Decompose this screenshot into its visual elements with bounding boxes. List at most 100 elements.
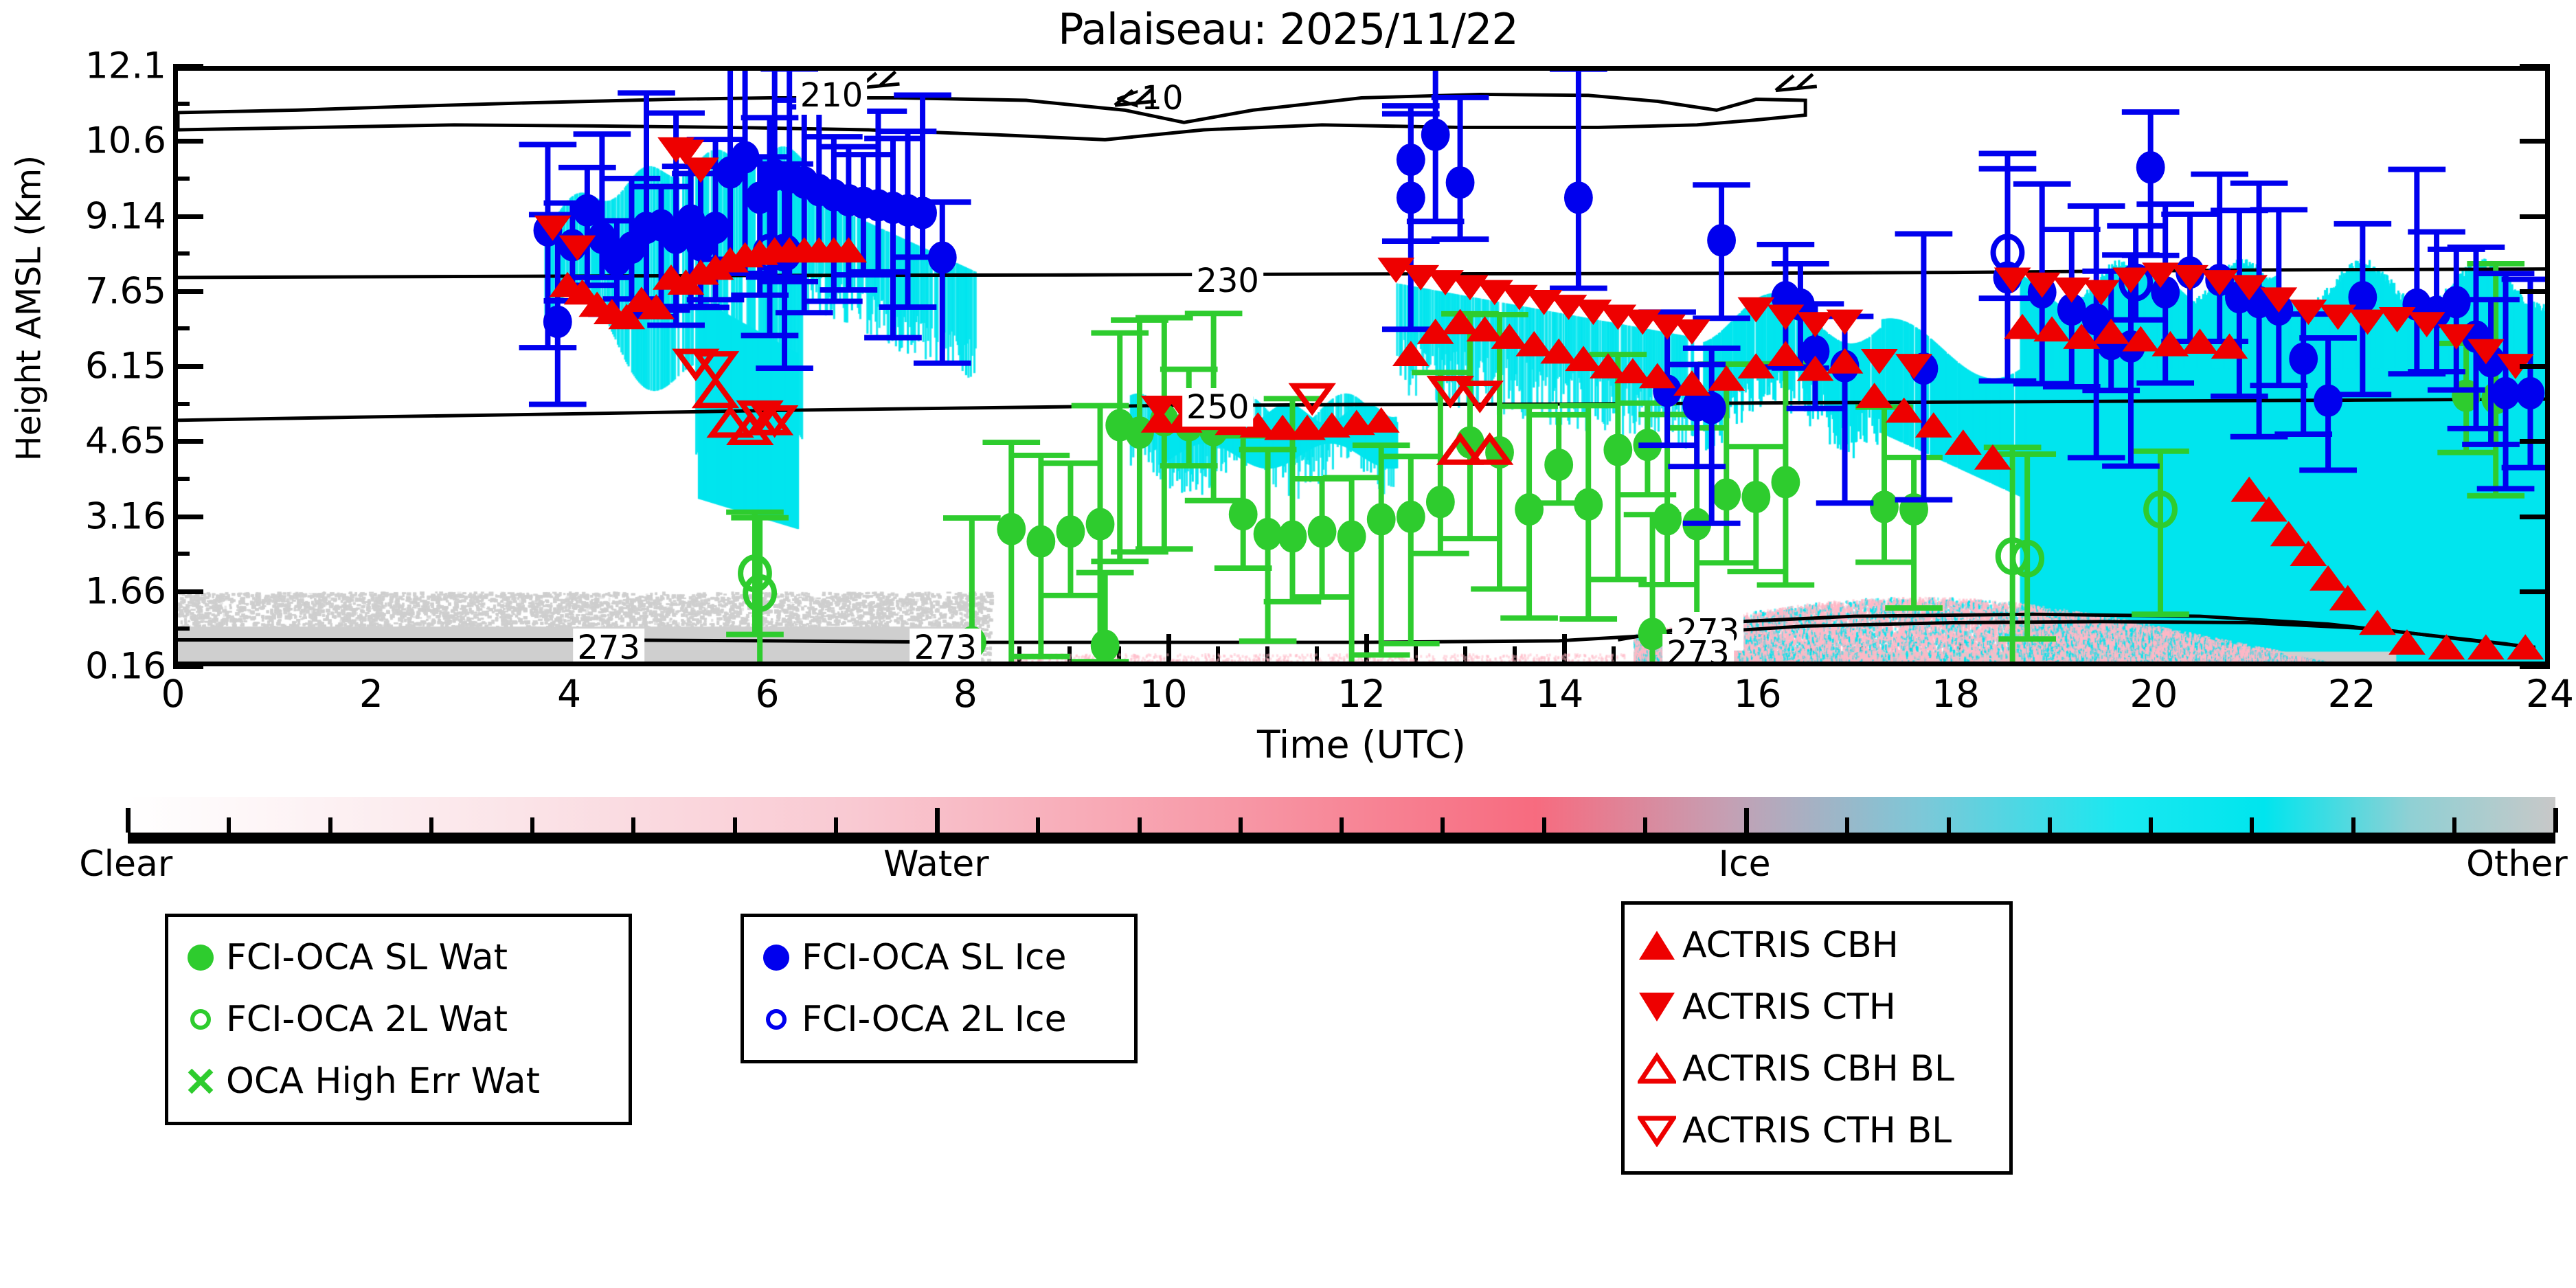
error-bar <box>1998 451 2057 642</box>
x-axis-tick-label: 20 <box>2129 672 2178 716</box>
data-point <box>2388 629 2426 655</box>
legend-item[interactable]: ACTRIS CBH BL <box>1636 1038 1994 1100</box>
data-point <box>2211 333 2248 359</box>
y-axis-tick <box>173 64 203 69</box>
data-point <box>1708 365 1745 391</box>
data-point <box>1826 348 1864 374</box>
data-point <box>2467 634 2505 660</box>
x-axis-tick-label: 8 <box>953 672 978 716</box>
legend-item[interactable]: OCA High Err Wat <box>179 1050 613 1112</box>
legend-item-label: ACTRIS CBH <box>1682 925 1899 966</box>
y-axis-tick <box>173 289 203 294</box>
data-point <box>1416 318 1454 344</box>
error-bar <box>731 154 789 298</box>
data-point <box>2119 263 2154 302</box>
data-point <box>2507 634 2544 660</box>
data-point <box>1515 493 1544 526</box>
legend-item[interactable]: FCI-OCA SL Wat <box>179 927 613 988</box>
filled-circle-icon <box>763 945 789 971</box>
legend-item-label: ACTRIS CTH BL <box>1682 1110 1952 1151</box>
data-point <box>2428 634 2465 660</box>
colorbar-tick <box>2250 817 2255 833</box>
series-actris-cbh <box>549 237 2544 660</box>
y-axis-minor-tick <box>173 476 190 481</box>
data-point <box>543 305 572 339</box>
error-bar <box>2132 448 2189 618</box>
colorbar-tick <box>732 817 737 833</box>
data-point <box>2319 304 2357 330</box>
data-point <box>706 405 754 438</box>
y-axis-tick <box>173 664 203 669</box>
y-axis-minor-tick <box>173 552 190 556</box>
y-axis-tick <box>173 139 203 144</box>
colorbar-tick <box>328 817 332 833</box>
colorbar-tick <box>1845 817 1850 833</box>
data-point <box>1396 181 1425 214</box>
data-point <box>1563 181 1593 214</box>
data-point <box>2122 326 2160 352</box>
legend-item[interactable]: FCI-OCA 2L Ice <box>755 988 1119 1050</box>
data-point <box>1653 503 1682 536</box>
legend-item[interactable]: ACTRIS CTH BL <box>1636 1100 1994 1162</box>
data-point <box>2408 312 2445 337</box>
colorbar-label: Other <box>2466 844 2568 885</box>
y-axis-tick-right <box>2520 664 2550 669</box>
data-point <box>2033 316 2070 342</box>
error-bar <box>731 515 789 662</box>
data-point <box>587 221 617 254</box>
data-point <box>1870 490 1899 523</box>
x-axis-tick-label: 10 <box>1139 672 1188 716</box>
colorbar <box>126 797 2558 844</box>
data-point <box>1056 515 1085 548</box>
wind-barb-icon <box>1114 87 1157 107</box>
data-point <box>1392 341 1430 366</box>
data-point <box>2270 521 2307 547</box>
data-point <box>1396 500 1425 533</box>
error-bar <box>1406 71 1465 225</box>
data-point <box>1707 224 1736 257</box>
data-point <box>2063 324 2101 349</box>
data-point <box>1515 330 1553 357</box>
data-point <box>2082 280 2120 306</box>
data-point <box>2171 264 2208 291</box>
error-bar <box>1381 453 1440 646</box>
data-point <box>1253 517 1283 550</box>
triangle-up-marker <box>1636 924 1678 967</box>
error-bar <box>1352 442 1410 658</box>
error-bar <box>943 515 1001 662</box>
data-point <box>2023 272 2061 298</box>
data-point <box>1337 520 1366 553</box>
colorbar-tick <box>1036 817 1041 833</box>
x-axis-tick-label: 6 <box>755 672 780 716</box>
series-actris-cth-bl <box>672 348 1504 438</box>
data-point <box>1603 433 1633 466</box>
data-point <box>1436 432 1484 465</box>
data-point <box>2081 303 2111 336</box>
legend-item[interactable]: FCI-OCA 2L Wat <box>179 988 613 1050</box>
data-point <box>1614 358 1651 384</box>
legend-item[interactable]: FCI-OCA SL Ice <box>755 927 1119 988</box>
legend-water: FCI-OCA SL Wat FCI-OCA 2L Wat OCA High Err… <box>165 914 632 1125</box>
colorbar-tick <box>126 808 131 833</box>
data-point <box>1737 353 1775 379</box>
data-point <box>1026 525 1056 558</box>
isotherm-label: 273 <box>573 629 644 662</box>
chart-title: Palaiseau: 2025/11/22 <box>1058 4 1519 54</box>
data-point <box>1944 429 1982 455</box>
y-axis-minor-tick <box>173 251 190 256</box>
colorbar-tick <box>530 817 534 833</box>
colorbar-tick <box>1440 817 1445 833</box>
error-bar <box>1682 346 1741 526</box>
legend-item[interactable]: ACTRIS CTH <box>1636 976 1994 1038</box>
data-point <box>2201 270 2239 295</box>
y-axis-tick-label: 9.14 <box>84 195 166 237</box>
data-point <box>1800 335 1830 368</box>
colorbar-tick <box>1642 817 1647 833</box>
data-point <box>2250 496 2287 522</box>
legend-item[interactable]: ACTRIS CBH <box>1636 914 1994 976</box>
series-actris-cth <box>534 137 2534 424</box>
data-point <box>2290 541 2327 566</box>
error-bar <box>820 144 878 293</box>
y-axis-tick <box>173 364 203 369</box>
